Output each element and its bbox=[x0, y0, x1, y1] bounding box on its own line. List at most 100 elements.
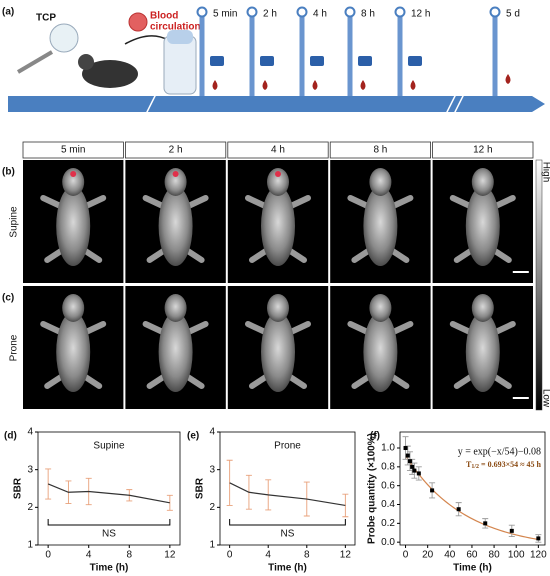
break bbox=[453, 93, 465, 115]
panel-label: (b) bbox=[2, 167, 15, 178]
stage-label: Start bbox=[164, 114, 185, 125]
body bbox=[363, 186, 398, 266]
y-tick-label: 4 bbox=[209, 427, 215, 438]
timepoint-label: 4 h bbox=[313, 9, 327, 20]
x-tick-label: 20 bbox=[422, 550, 434, 561]
timepoint-label: 5 min bbox=[213, 9, 237, 20]
column-header bbox=[125, 141, 227, 159]
panel-label: (a) bbox=[2, 7, 14, 18]
y-axis-label: SBR bbox=[13, 477, 24, 499]
x-tick-label: 4 bbox=[86, 550, 92, 561]
mouse-image bbox=[23, 160, 124, 283]
stage-label: Treatment bbox=[47, 114, 92, 125]
blood-drop bbox=[212, 80, 218, 90]
post-knob bbox=[246, 6, 258, 18]
column-header bbox=[432, 141, 534, 159]
body bbox=[261, 312, 295, 392]
y-tick-label: 3 bbox=[209, 464, 215, 475]
half-life-part: = 0.693×54 ≈ 45 h bbox=[479, 460, 542, 469]
x-axis-label: Time (h) bbox=[453, 563, 492, 574]
mouse-head bbox=[78, 54, 94, 70]
stage-label: NIR-II fluorescent imaging bbox=[272, 114, 388, 125]
mouse-image bbox=[330, 160, 431, 283]
chart-title: Supine bbox=[93, 441, 125, 452]
y-tick-label: 2 bbox=[27, 502, 33, 513]
error-bar bbox=[45, 468, 52, 500]
imaging-device bbox=[167, 30, 193, 44]
timeline-post bbox=[347, 10, 353, 96]
mouse-icon bbox=[82, 60, 138, 88]
head bbox=[267, 168, 289, 196]
fit-curve bbox=[405, 455, 539, 541]
blood-icon bbox=[128, 12, 148, 32]
plot-frame bbox=[219, 431, 356, 546]
x-tick-label: 120 bbox=[530, 550, 547, 561]
signal bbox=[70, 171, 77, 177]
column-label: 4 h bbox=[271, 145, 285, 156]
post-knob bbox=[489, 6, 501, 18]
x-tick-label: 0 bbox=[403, 550, 409, 561]
blood-label: circulation bbox=[150, 22, 201, 33]
y-axis-label: Probe quantity (×100%) bbox=[367, 433, 378, 544]
mouse-image bbox=[227, 286, 329, 409]
y-tick-label: 0.2 bbox=[381, 518, 395, 529]
break bbox=[145, 93, 157, 115]
petri-dish bbox=[49, 23, 79, 53]
x-axis-label: Time (h) bbox=[268, 563, 307, 574]
blood-label: Blood bbox=[150, 11, 178, 22]
post-knob bbox=[344, 6, 356, 18]
mouse-image bbox=[227, 160, 329, 283]
body bbox=[158, 186, 193, 266]
y-tick-label: 3 bbox=[27, 464, 33, 475]
point bbox=[536, 536, 541, 541]
head bbox=[164, 294, 187, 322]
column-header bbox=[329, 141, 432, 159]
panel-label: (c) bbox=[2, 293, 14, 304]
head bbox=[471, 168, 494, 196]
x-tick-label: 0 bbox=[227, 550, 233, 561]
x-tick-label: 0 bbox=[45, 550, 51, 561]
camera-icon bbox=[210, 56, 224, 66]
blood-drop bbox=[360, 80, 366, 90]
x-tick-label: 12 bbox=[164, 550, 176, 561]
timeline-post bbox=[492, 10, 498, 96]
y-tick-label: 1.0 bbox=[381, 443, 395, 454]
camera-icon bbox=[310, 56, 324, 66]
plot-frame bbox=[37, 431, 181, 546]
mouse-image bbox=[125, 160, 226, 283]
body bbox=[363, 312, 398, 392]
panel-label: (f) bbox=[370, 431, 380, 442]
timepoint-label: 2 h bbox=[263, 9, 277, 20]
head bbox=[62, 294, 85, 322]
x-tick-label: 40 bbox=[444, 550, 456, 561]
y-tick-label: 0.8 bbox=[381, 461, 395, 472]
blood-drop bbox=[262, 80, 268, 90]
break bbox=[445, 93, 457, 115]
signal bbox=[172, 171, 179, 177]
point bbox=[407, 459, 412, 464]
x-tick-label: 80 bbox=[489, 550, 501, 561]
body bbox=[465, 312, 500, 392]
x-tick-label: 60 bbox=[466, 550, 478, 561]
mouse-image bbox=[23, 286, 124, 409]
point bbox=[416, 471, 421, 476]
head bbox=[62, 168, 85, 196]
head bbox=[369, 294, 392, 322]
chart-title: Prone bbox=[274, 441, 301, 452]
mouse-image bbox=[125, 286, 226, 409]
blood-drop bbox=[410, 80, 416, 90]
mouse-image bbox=[330, 286, 431, 409]
camera-icon bbox=[260, 56, 274, 66]
point bbox=[412, 468, 417, 473]
arrow bbox=[124, 35, 169, 45]
plot-frame bbox=[399, 431, 546, 546]
x-tick-label: 8 bbox=[304, 550, 310, 561]
timeline-post bbox=[249, 10, 255, 96]
panel-label: (d) bbox=[4, 431, 17, 442]
timeline-post bbox=[397, 10, 403, 96]
annotation: NS bbox=[102, 529, 116, 540]
half-life: T1/2 = 0.693×54 ≈ 45 h bbox=[466, 460, 542, 471]
row-label: Prone bbox=[9, 334, 20, 361]
body bbox=[56, 186, 91, 266]
